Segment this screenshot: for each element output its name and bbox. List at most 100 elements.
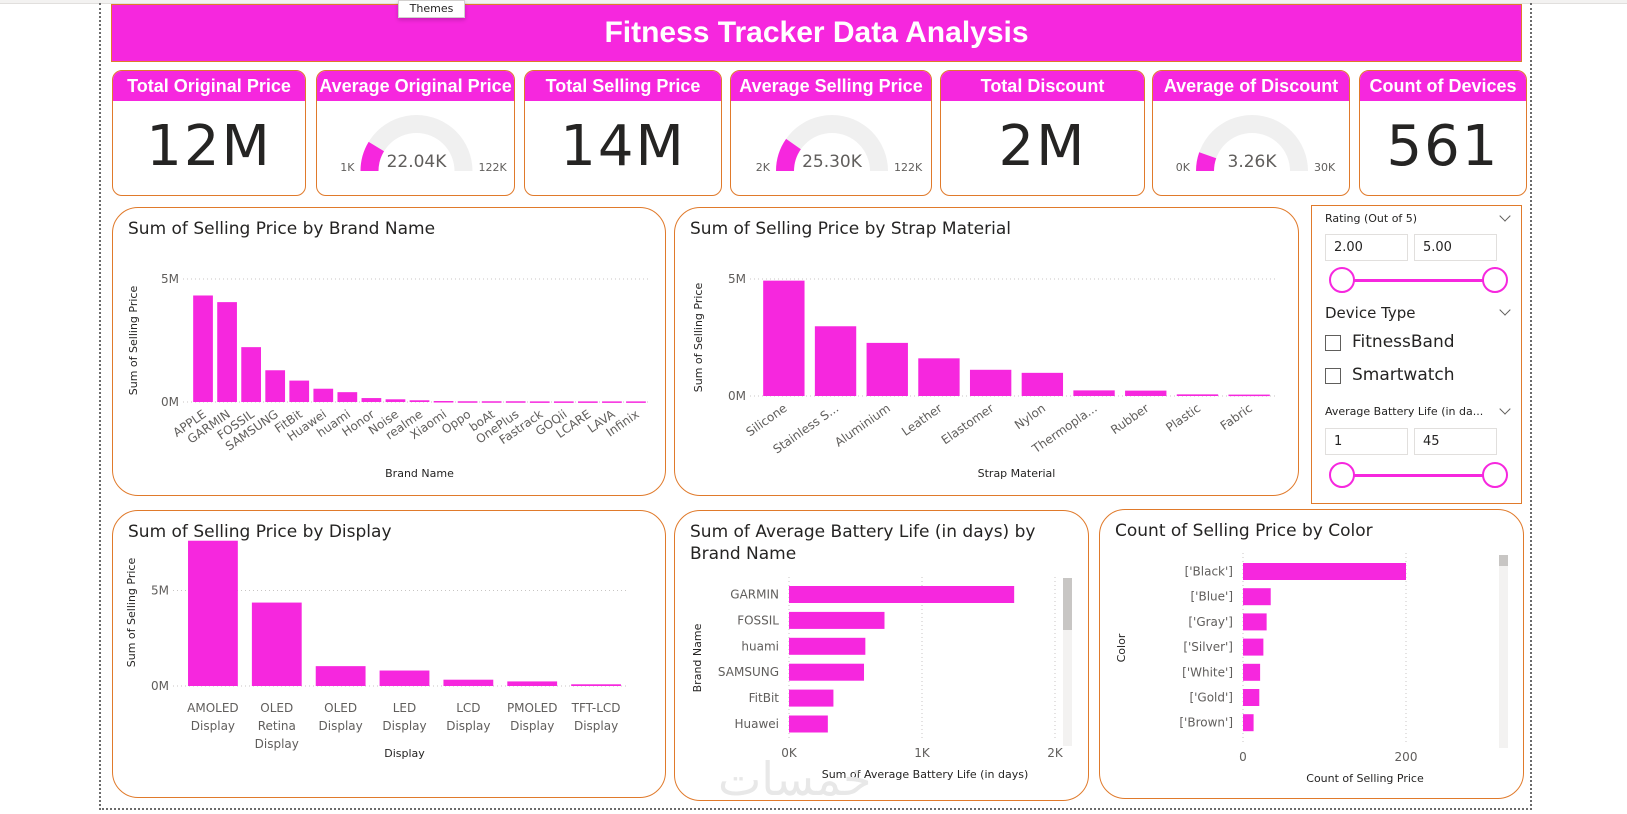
x-tick-label: Display xyxy=(319,719,363,733)
chart-selling-price-by-display[interactable]: Sum of Selling Price by Display 0M 5M AMOL… xyxy=(112,510,666,798)
bar xyxy=(507,681,558,686)
bar xyxy=(578,401,598,403)
x-axis-title: Brand Name xyxy=(385,467,454,480)
gauge-track xyxy=(360,115,473,171)
bar xyxy=(443,679,494,686)
gauge-track xyxy=(1196,115,1308,171)
fitnessband-option-label[interactable]: FitnessBand xyxy=(1352,332,1455,352)
bar xyxy=(789,663,865,681)
report-banner: Fitness Tracker Data Analysis xyxy=(111,4,1522,62)
battery-slider-track[interactable] xyxy=(1342,474,1484,477)
kpi-average-original-price[interactable]: Average Original Price 22.04K 1K 122K xyxy=(316,70,515,196)
battery-slider-max-handle[interactable] xyxy=(1482,462,1508,488)
y-axis-title: Brand Name xyxy=(691,623,704,692)
y-axis-title: Color xyxy=(1115,633,1128,662)
kpi-label: Count of Devices xyxy=(1360,71,1526,101)
bar xyxy=(1243,689,1260,706)
rating-max-input[interactable]: 5.00 xyxy=(1414,234,1497,261)
bar xyxy=(457,401,478,403)
gauge-chart: 25.30K 2K 122K xyxy=(756,115,923,174)
x-tick-label: Display xyxy=(510,719,554,733)
bar xyxy=(1073,390,1115,396)
bar xyxy=(571,684,621,686)
battery-slider-min-handle[interactable] xyxy=(1329,462,1355,488)
bar xyxy=(789,689,834,707)
x-axis-title: Display xyxy=(384,747,425,760)
battery-min-input[interactable]: 1 xyxy=(1325,428,1408,455)
rating-slider-min-handle[interactable] xyxy=(1329,267,1355,293)
bar xyxy=(1243,714,1254,732)
scrollbar-thumb[interactable] xyxy=(1063,578,1072,630)
kpi-value: 561 xyxy=(1386,114,1500,179)
bar xyxy=(1176,394,1219,396)
scrollbar-track[interactable] xyxy=(1499,555,1508,748)
kpi-average-of-discount[interactable]: Average of Discount 3.26K 0K 30K xyxy=(1152,70,1350,196)
bar-chart-color: 0 200 ['Black'] ['Blue'] ['Gray'] ['Silver'] [… xyxy=(1115,553,1424,785)
rating-slider-max-handle[interactable] xyxy=(1482,267,1508,293)
bar xyxy=(361,398,382,402)
x-tick-label: OLED xyxy=(324,701,357,715)
rating-slicer-label: Rating (Out of 5) xyxy=(1325,212,1418,225)
kpi-total-original-price[interactable]: Total Original Price 12M xyxy=(112,70,306,196)
x-axis-title: Count of Selling Price xyxy=(1306,772,1424,785)
fitnessband-checkbox[interactable] xyxy=(1325,335,1341,351)
kpi-count-of-devices[interactable]: Count of Devices 561 xyxy=(1359,70,1527,196)
bar xyxy=(602,401,622,403)
scrollbar-track[interactable] xyxy=(1063,578,1072,746)
gauge-chart: 3.26K 0K 30K xyxy=(1176,115,1336,174)
bar-chart-brand: 0M5MAPPLEGARMINFOSSILSAMSUNGFitBitHuawei… xyxy=(127,272,648,480)
bar xyxy=(265,370,286,402)
x-axis-title: Sum of Average Battery Life (in days) xyxy=(822,768,1029,781)
chart-title: Count of Selling Price by Color xyxy=(1115,521,1373,541)
bar xyxy=(1243,613,1267,631)
y-tick-label: ['Black'] xyxy=(1185,565,1233,579)
smartwatch-option-label[interactable]: Smartwatch xyxy=(1352,365,1455,385)
chevron-down-icon[interactable] xyxy=(1499,210,1511,222)
x-tick-label: Elastomer xyxy=(939,401,997,447)
bar xyxy=(188,540,238,686)
chart-title: Sum of Average Battery Life (in days) by… xyxy=(690,521,1035,565)
kpi-total-discount[interactable]: Total Discount 2M xyxy=(940,70,1145,196)
kpi-label: Average of Discount xyxy=(1153,71,1349,101)
rating-slider-track[interactable] xyxy=(1342,279,1484,282)
themes-tooltip: Themes xyxy=(398,0,465,18)
bar xyxy=(337,392,358,402)
chart-battery-life-by-brand[interactable]: Sum of Average Battery Life (in days) by… xyxy=(674,510,1089,801)
kpi-average-selling-price[interactable]: Average Selling Price 25.30K 2K 122K xyxy=(730,70,932,196)
bar xyxy=(529,401,550,403)
gauge-fill xyxy=(1196,152,1217,171)
x-tick-label: LCD xyxy=(456,701,480,715)
y-tick-label: 0M xyxy=(151,679,169,693)
bar xyxy=(1243,588,1271,606)
x-tick-label: Plastic xyxy=(1163,401,1203,435)
x-tick-label: AMOLED xyxy=(187,701,239,715)
chevron-down-icon[interactable] xyxy=(1499,403,1511,415)
gauge-value: 22.04K xyxy=(387,152,448,172)
device-type-slicer-label: Device Type xyxy=(1325,304,1416,322)
chart-selling-price-by-strap[interactable]: Sum of Selling Price by Strap Material 0… xyxy=(674,207,1299,496)
bar xyxy=(1243,663,1261,681)
y-tick-label: FitBit xyxy=(749,691,780,705)
bar xyxy=(763,280,805,396)
gauge-chart: 22.04K 1K 122K xyxy=(340,115,507,174)
gauge-max-label: 122K xyxy=(894,161,923,174)
bar xyxy=(1021,372,1064,396)
chart-selling-price-by-brand[interactable]: Sum of Selling Price by Brand Name 0M 5M A… xyxy=(112,207,666,496)
chart-count-by-color[interactable]: Count of Selling Price by Color 0 200 ['Bl… xyxy=(1099,509,1524,799)
smartwatch-checkbox[interactable] xyxy=(1325,368,1341,384)
chevron-down-icon[interactable] xyxy=(1499,304,1511,316)
x-tick-label: Display xyxy=(255,737,299,751)
rating-min-input[interactable]: 2.00 xyxy=(1325,234,1408,261)
bar xyxy=(313,388,334,402)
bar xyxy=(814,326,857,396)
x-tick-label: 0K xyxy=(781,746,798,760)
kpi-value: 12M xyxy=(146,114,272,179)
y-tick-label: ['Gold'] xyxy=(1189,691,1233,705)
gauge-min-label: 1K xyxy=(340,161,355,174)
kpi-total-selling-price[interactable]: Total Selling Price 14M xyxy=(524,70,722,196)
battery-max-input[interactable]: 45 xyxy=(1414,428,1497,455)
bar xyxy=(505,401,526,403)
scrollbar-thumb[interactable] xyxy=(1499,555,1508,566)
x-axis-title: Strap Material xyxy=(978,467,1056,480)
